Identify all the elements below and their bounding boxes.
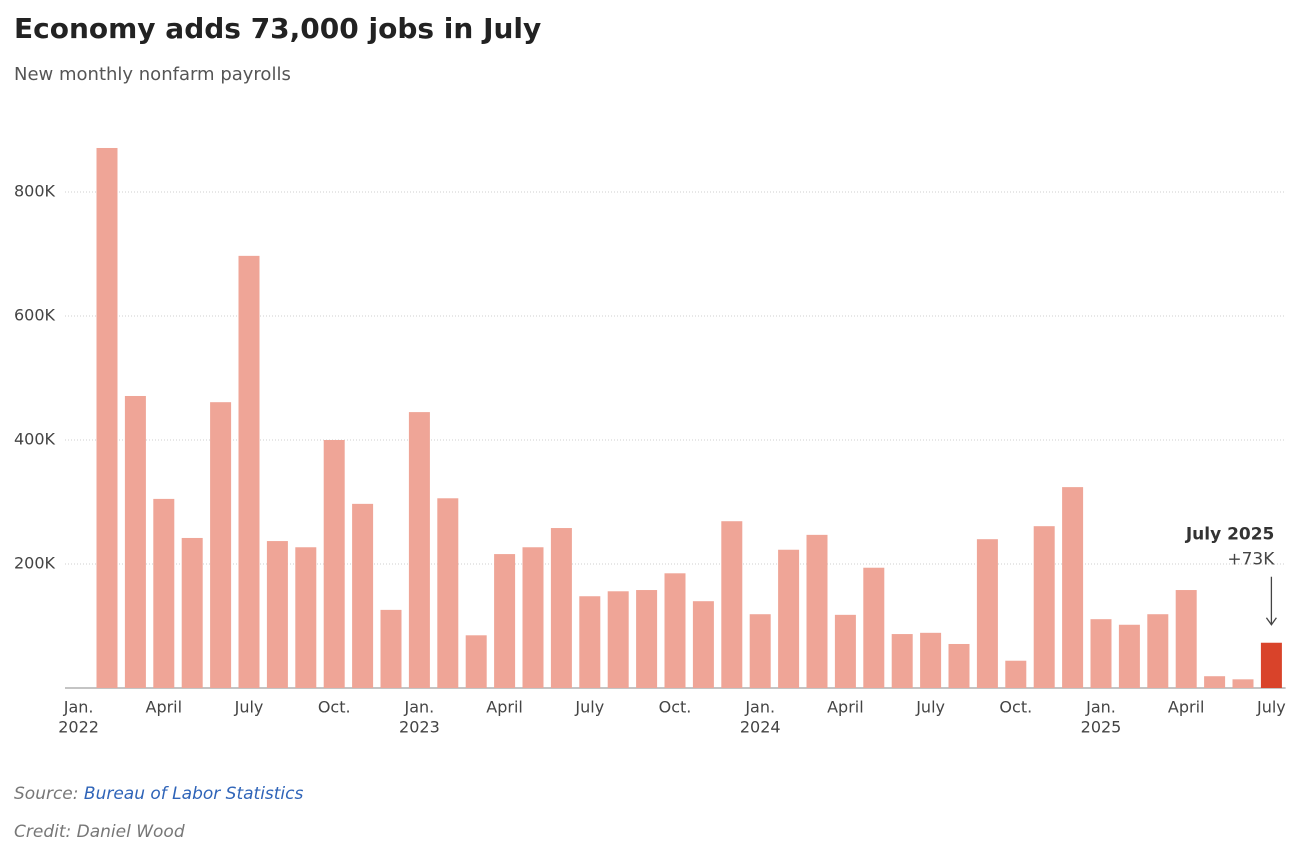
x-tick-year: 2025 [1081, 718, 1122, 737]
bar [607, 591, 629, 688]
bar [1062, 487, 1084, 688]
bar [1147, 614, 1169, 688]
x-tick-label: Oct. [659, 698, 692, 717]
bar [749, 614, 771, 688]
bar [295, 547, 317, 688]
bar [1204, 676, 1226, 688]
bar [181, 537, 203, 688]
y-tick-label: 600K [14, 306, 56, 325]
x-tick-label: Jan. [1085, 698, 1116, 717]
bar [891, 634, 913, 688]
x-tick-label: Jan. [744, 698, 775, 717]
bar [834, 614, 856, 688]
bar [778, 549, 800, 688]
annotation-label: +73K [1227, 550, 1275, 570]
bar [238, 255, 260, 689]
bar [1090, 619, 1112, 688]
source: Source: Bureau of Labor Statistics [14, 784, 304, 804]
bar [408, 412, 430, 688]
x-tick-label: April [146, 698, 183, 717]
x-tick-label: Oct. [318, 698, 351, 717]
source-link[interactable]: Bureau of Labor Statistics [84, 784, 304, 804]
x-tick-year: 2022 [58, 718, 99, 737]
bar [210, 402, 232, 688]
x-tick-year: 2023 [399, 718, 440, 737]
x-tick-label: Oct. [999, 698, 1032, 717]
chart-title: Economy adds 73,000 jobs in July [14, 12, 541, 45]
bar [494, 554, 516, 688]
annotation-title: July 2025 [1185, 525, 1275, 545]
source-prefix: Source: [14, 784, 79, 804]
bar [1175, 590, 1197, 688]
bar [522, 547, 544, 688]
bar [550, 528, 572, 688]
bar [124, 395, 146, 688]
bar [266, 541, 288, 688]
bar [1260, 642, 1282, 688]
bar [1118, 624, 1140, 688]
x-tick-year: 2024 [740, 718, 781, 737]
bar [692, 601, 714, 688]
credit: Credit: Daniel Wood [14, 822, 185, 842]
bar [1033, 526, 1055, 688]
y-tick-label: 400K [14, 430, 56, 449]
bar [153, 498, 175, 688]
y-tick-label: 800K [14, 182, 56, 201]
x-tick-label: Jan. [404, 698, 435, 717]
bar [920, 632, 942, 688]
x-tick-label: April [1168, 698, 1205, 717]
bar [1005, 660, 1027, 688]
x-tick-label: July [574, 698, 604, 717]
bar [96, 147, 118, 689]
x-tick-label: April [827, 698, 864, 717]
bar [976, 539, 998, 688]
bar [352, 503, 374, 688]
bar [323, 440, 345, 688]
bar [380, 609, 402, 688]
x-tick-label: April [486, 698, 523, 717]
chart-subtitle: New monthly nonfarm payrolls [14, 64, 291, 85]
bar [948, 643, 970, 688]
bar [806, 534, 828, 688]
y-tick-label: 200K [14, 554, 56, 573]
annotation-arrowhead [1265, 617, 1277, 626]
bar [636, 590, 658, 688]
x-tick-label: July [234, 698, 264, 717]
bar [721, 521, 743, 688]
bar [1232, 679, 1254, 688]
x-tick-label: Jan. [63, 698, 94, 717]
x-tick-label: July [1256, 698, 1286, 717]
bar [465, 635, 487, 688]
bar [664, 573, 686, 688]
bar [863, 567, 885, 688]
bar [579, 596, 601, 688]
x-tick-label: July [915, 698, 945, 717]
bar [437, 498, 459, 688]
